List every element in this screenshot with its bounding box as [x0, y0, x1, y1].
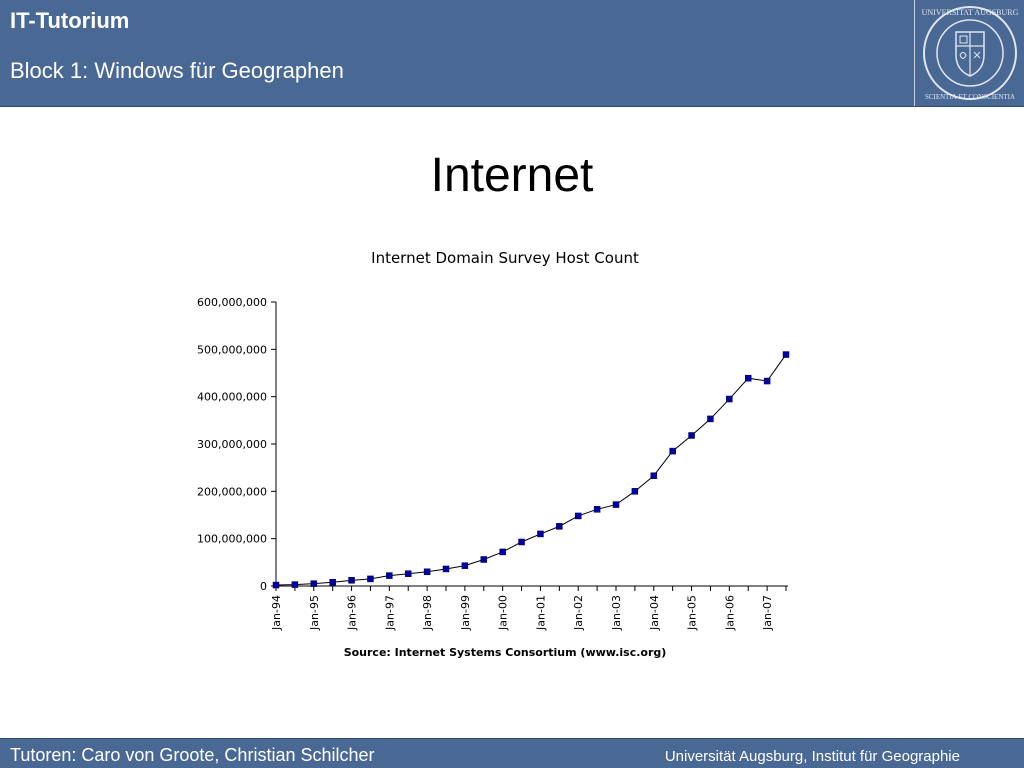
host-count-chart: Internet Domain Survey Host Count 0 100,0… [197, 249, 790, 659]
data-point [272, 581, 280, 589]
data-point [537, 530, 544, 538]
y-tick-label: 200,000,000 [197, 485, 267, 498]
data-point [291, 581, 299, 588]
header-divider [914, 0, 915, 106]
x-tick-label: Jan-95 [308, 595, 321, 631]
footer-bar: Tutoren: Caro von Groote, Christian Schi… [0, 738, 1024, 768]
series-line [275, 354, 787, 586]
x-tick-label: Jan-96 [346, 595, 359, 631]
data-point [707, 415, 714, 423]
data-point [763, 377, 771, 385]
data-point [726, 395, 733, 403]
x-tick-label: Jan-03 [610, 595, 623, 631]
x-tick-label: Jan-01 [534, 595, 547, 631]
seal-text-bottom: SCIENTIA ET CONSCIENTIA [925, 93, 1015, 101]
data-point [367, 575, 374, 583]
y-tick-label: 500,000,000 [197, 343, 267, 356]
chart-title: Internet Domain Survey Host Count [371, 249, 639, 267]
university-seal-logo: UNIVERSITAT AUGSBURG SCIENTIA ET CONSCIE… [922, 6, 1019, 101]
y-axis: 0 100,000,000 200,000,000 300,000,000 400,00… [197, 296, 277, 593]
x-tick-label: Jan-99 [459, 595, 472, 631]
data-point [442, 565, 450, 573]
y-tick-label: 0 [260, 580, 267, 593]
slide-title: Internet [430, 149, 594, 202]
data-point [650, 472, 658, 479]
data-point [329, 578, 336, 586]
data-point [688, 432, 695, 439]
x-tick-label: Jan-02 [572, 595, 585, 631]
data-point [386, 572, 393, 579]
data-point [593, 506, 601, 513]
x-tick-label: Jan-98 [421, 595, 434, 631]
x-tick-label: Jan-05 [686, 595, 699, 631]
data-point [480, 556, 488, 563]
x-tick-label: Jan-04 [648, 595, 661, 631]
x-tick-label: Jan-94 [270, 595, 283, 631]
y-tick-label: 400,000,000 [197, 391, 267, 404]
x-tick-label: Jan-07 [761, 595, 774, 631]
data-point [574, 512, 582, 520]
x-tick-label: Jan-97 [383, 595, 396, 631]
x-tick-label: Jan-00 [497, 595, 510, 631]
data-point [518, 538, 525, 546]
data-point [348, 577, 355, 584]
data-point [631, 488, 639, 495]
footer-tutors: Tutoren: Caro von Groote, Christian Schi… [10, 745, 375, 765]
y-tick-label: 100,000,000 [197, 533, 267, 546]
data-point [310, 580, 318, 587]
data-point [499, 548, 506, 556]
footer-institute: Universität Augsburg, Institut für Geogr… [664, 748, 960, 765]
series-host-count [272, 351, 790, 589]
data-point [556, 523, 563, 530]
data-point [669, 447, 676, 455]
course-subtitle: Block 1: Windows für Geographen [10, 58, 344, 83]
data-point [612, 501, 620, 508]
data-point [461, 562, 469, 569]
data-point [423, 568, 431, 576]
data-point [744, 374, 752, 382]
x-axis: Jan-94 Jan-95 Jan-96 Jan-97 Jan-98 Jan-99 Jan-… [270, 585, 788, 631]
y-tick-label: 600,000,000 [197, 296, 267, 309]
x-tick-label: Jan-06 [723, 595, 736, 631]
y-tick-label: 300,000,000 [197, 438, 267, 451]
header-bar: IT-Tutorium Block 1: Windows für Geograp… [0, 0, 1024, 107]
chart-source: Source: Internet Systems Consortium (www… [344, 646, 667, 659]
data-point [404, 570, 412, 577]
data-point [782, 351, 790, 358]
seal-text-top: UNIVERSITAT AUGSBURG [922, 8, 1019, 17]
course-title: IT-Tutorium [10, 8, 130, 33]
